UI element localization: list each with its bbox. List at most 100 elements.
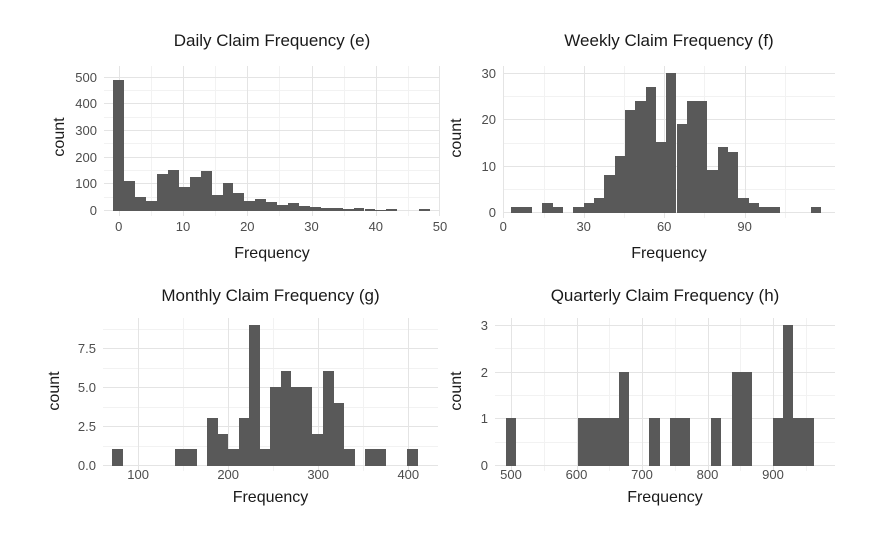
- histogram-bar: [113, 80, 125, 211]
- gridline-y-minor: [104, 196, 440, 198]
- histogram-bar: [741, 371, 753, 466]
- y-tick-label: 3: [480, 318, 488, 333]
- x-tick-label: 800: [696, 467, 719, 482]
- panel-title: Weekly Claim Frequency (f): [564, 31, 774, 50]
- histogram-bar: [645, 86, 656, 213]
- y-tick-label: 500: [75, 69, 97, 85]
- histogram-bar: [810, 207, 822, 213]
- x-tick-label: 100: [127, 467, 149, 482]
- histogram-bar: [124, 180, 136, 211]
- histogram-bar: [331, 208, 343, 211]
- y-tick-label: 300: [75, 123, 97, 138]
- histogram-bar: [280, 371, 292, 466]
- histogram-bar: [649, 418, 660, 466]
- histogram-bar: [552, 207, 563, 213]
- histogram-bar: [217, 433, 229, 466]
- histogram-bar: [186, 449, 197, 466]
- gridline-x-major: [439, 66, 440, 216]
- histogram-bar: [711, 418, 722, 466]
- gridline-x-major: [664, 66, 666, 218]
- gridline-y-minor: [103, 367, 438, 369]
- histogram-bar: [238, 418, 250, 466]
- histogram-bar: [259, 449, 271, 466]
- x-tick-label: 500: [500, 467, 522, 482]
- histogram-bar: [686, 100, 698, 213]
- gridline-x-major: [408, 318, 410, 471]
- x-tick-label: 0: [499, 219, 507, 234]
- panel-title: Daily Claim Frequency (e): [173, 31, 371, 50]
- histogram-bar: [255, 198, 267, 211]
- y-tick-label: 0: [480, 458, 488, 473]
- histogram-bar: [419, 209, 431, 211]
- histogram-bar: [731, 371, 742, 466]
- histogram-bar: [676, 123, 687, 213]
- x-axis-title: Frequency: [234, 245, 310, 262]
- x-tick-label: 700: [631, 467, 653, 482]
- histogram-bar: [593, 198, 605, 213]
- histogram-bar: [583, 202, 594, 213]
- histogram-bar: [666, 72, 677, 213]
- histogram-bar: [298, 206, 310, 211]
- gridline-x-major: [707, 318, 709, 471]
- histogram-bar: [333, 402, 345, 466]
- histogram-bar: [270, 386, 281, 466]
- histogram-bar: [511, 207, 522, 213]
- histogram-bar: [793, 418, 804, 466]
- gridline-x-minor: [784, 66, 786, 218]
- gridline-x-major: [375, 66, 377, 216]
- x-axis-title: Frequency: [627, 489, 703, 506]
- histogram-bar: [291, 386, 302, 466]
- y-tick-label: 30: [481, 66, 496, 81]
- histogram-bar: [407, 449, 418, 466]
- gridline-x-minor: [543, 66, 545, 218]
- y-tick-label: 0: [89, 203, 97, 218]
- x-tick-label: 400: [397, 467, 420, 482]
- gridline-x-minor: [343, 66, 345, 216]
- gridline-y-major: [495, 465, 835, 466]
- histogram-bar: [772, 418, 783, 466]
- histogram-bar: [542, 202, 553, 213]
- x-tick-label: 900: [762, 467, 784, 482]
- histogram-bar: [598, 418, 609, 466]
- x-tick-label: 10: [175, 219, 191, 234]
- histogram-bar: [375, 449, 387, 466]
- histogram-bar: [344, 449, 355, 466]
- histogram-bar: [505, 418, 516, 466]
- gridline-x-minor: [363, 318, 365, 471]
- y-tick-label: 10: [481, 158, 496, 174]
- gridline-x-major: [183, 66, 184, 216]
- x-tick-label: 30: [576, 219, 591, 234]
- y-tick-label: 2.5: [77, 419, 96, 434]
- histogram-bar: [669, 418, 681, 466]
- gridline-y-minor: [495, 395, 835, 396]
- histogram-bar: [759, 207, 770, 213]
- histogram-bar: [375, 209, 387, 211]
- histogram-bar: [312, 433, 323, 466]
- x-tick-label: 20: [240, 219, 255, 234]
- gridline-x-minor: [183, 318, 185, 471]
- histogram-bar: [167, 170, 179, 211]
- gridline-x-major: [744, 66, 746, 218]
- histogram-bar: [135, 196, 147, 211]
- gridline-x-major: [511, 318, 512, 471]
- x-tick-label: 50: [432, 219, 448, 234]
- gridline-x-major: [583, 66, 585, 218]
- y-tick-label: 1: [480, 411, 488, 427]
- histogram-bar: [211, 194, 223, 211]
- gridline-x-minor: [623, 66, 625, 218]
- histogram-bar: [717, 147, 729, 213]
- y-tick-label: 100: [75, 176, 97, 192]
- gridline-y-major: [104, 130, 440, 131]
- panel-title: Monthly Claim Frequency (g): [161, 286, 380, 305]
- histogram-bar: [624, 110, 636, 213]
- histogram-bar: [618, 371, 629, 466]
- gridline-x-major: [228, 318, 230, 471]
- gridline-x-minor: [215, 66, 217, 216]
- histogram-bar: [112, 449, 123, 466]
- gridline-x-major: [773, 318, 774, 471]
- gridline-x-minor: [543, 318, 545, 471]
- histogram-bar: [244, 200, 256, 211]
- y-tick-label: 0.0: [77, 458, 96, 473]
- histogram-bar: [178, 187, 190, 211]
